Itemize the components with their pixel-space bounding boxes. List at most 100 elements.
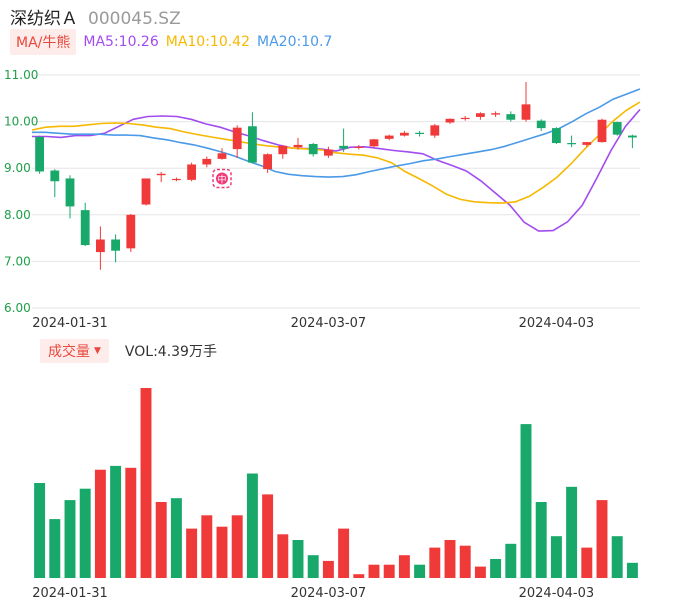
candle-body — [612, 122, 622, 135]
candle-body — [80, 210, 90, 246]
candle-body — [111, 239, 121, 251]
stock-name: 深纺织Ａ — [10, 9, 78, 29]
candle-body — [171, 178, 181, 181]
volume-bar — [611, 536, 623, 578]
volume-bar — [34, 483, 46, 578]
candle-body — [278, 145, 288, 155]
volume-bar — [596, 500, 608, 578]
x-tick-label: 2024-04-03 — [519, 316, 595, 331]
candle-body — [506, 114, 516, 120]
candle-body — [399, 132, 409, 136]
price-chart[interactable]: 11.00 10.00 9.00 8.00 7.00 6.00 中 2024-01-31 202… — [0, 60, 686, 340]
volume-bar — [353, 574, 365, 578]
volume-bar — [94, 469, 106, 578]
caret-down-icon: ▼ — [94, 346, 101, 356]
ma5-legend: MA5:10.26 — [83, 34, 159, 50]
volume-bar — [49, 519, 61, 578]
volume-bar — [231, 515, 243, 578]
candle-body — [339, 145, 349, 149]
candle-body — [323, 149, 333, 156]
candle-body — [430, 125, 440, 136]
ma20-legend: MA20:10.7 — [257, 34, 333, 50]
volume-bar — [505, 543, 517, 578]
candle-body — [217, 153, 227, 159]
candle-body — [95, 239, 105, 253]
candle-body — [521, 104, 531, 120]
stock-code: 000045.SZ — [88, 9, 181, 29]
candle-body — [475, 113, 485, 117]
volume-bar — [155, 502, 167, 578]
volume-value: VOL:4.39万手 — [124, 344, 217, 360]
volume-bar — [368, 564, 380, 578]
candle-body — [536, 120, 546, 129]
volume-bar — [535, 502, 547, 578]
candle-body — [445, 118, 455, 123]
ma-mode-button[interactable]: MA/牛熊 — [10, 29, 77, 55]
volume-bar — [429, 547, 441, 578]
volume-mode-button[interactable]: 成交量 ▼ — [40, 339, 109, 363]
candle-body — [65, 178, 75, 207]
volume-bar — [322, 560, 334, 578]
candle-body — [460, 117, 470, 120]
candle-body — [354, 146, 364, 148]
volume-bar — [277, 534, 289, 578]
volume-mode-label: 成交量 — [48, 344, 90, 360]
ma-legend: MA/牛熊 MA5:10.26 MA10:10.42 MA20:10.7 — [10, 29, 333, 55]
candle-body — [369, 139, 379, 147]
candle-body — [551, 128, 561, 144]
volume-bar — [170, 498, 182, 578]
volume-bar — [626, 562, 638, 578]
volume-bar — [79, 488, 91, 578]
volume-bar — [444, 540, 456, 578]
x-tick-label: 2024-01-31 — [32, 316, 108, 331]
ma10-legend: MA10:10.42 — [165, 34, 251, 50]
volume-bar — [398, 555, 410, 578]
volume-bar — [125, 467, 137, 578]
volume-bar — [110, 465, 122, 578]
candle-body — [141, 178, 151, 205]
event-marker-label: 中 — [217, 173, 226, 185]
volume-bar — [490, 559, 502, 578]
volume-bar — [581, 547, 593, 578]
y-tick-label: 9.00 — [4, 161, 31, 175]
event-marker-frame — [212, 168, 232, 189]
volume-bar — [414, 564, 426, 578]
x-tick-label: 2024-03-07 — [291, 316, 367, 331]
candle-body — [35, 136, 45, 172]
volume-bar — [474, 566, 486, 578]
candle-body — [156, 173, 166, 176]
volume-bar — [520, 424, 532, 578]
volume-bar — [186, 528, 198, 578]
candle-body — [627, 135, 637, 138]
volume-bar — [216, 526, 228, 578]
volume-bar — [566, 486, 578, 578]
candle-body — [126, 214, 136, 249]
candle-body — [582, 142, 592, 145]
volume-bar — [64, 500, 76, 578]
y-tick-label: 8.00 — [4, 208, 31, 222]
ma10-line — [31, 101, 641, 204]
stock-header: 深纺织Ａ 000045.SZ — [10, 4, 181, 29]
volume-bar — [459, 545, 471, 578]
volume-bar — [338, 528, 350, 578]
candle-body — [308, 143, 318, 155]
candle-body — [567, 143, 577, 145]
volume-bar — [201, 515, 213, 578]
candle-body — [247, 126, 257, 163]
volume-bar — [307, 555, 319, 578]
volume-chart[interactable]: 2024-01-31 2024-03-07 2024-04-03 — [0, 370, 686, 606]
candle-body — [202, 158, 212, 165]
volume-bar — [383, 564, 395, 578]
volume-x-tick-label: 2024-01-31 — [32, 586, 108, 601]
candle-body — [491, 113, 501, 115]
candle-body — [263, 154, 273, 170]
y-tick-label: 11.00 — [4, 68, 38, 82]
y-tick-label: 6.00 — [4, 301, 31, 315]
volume-bar — [140, 388, 152, 578]
candle-body — [50, 170, 60, 182]
volume-bar — [262, 494, 274, 578]
ma20-line — [32, 88, 641, 178]
candle-body — [187, 164, 197, 180]
volume-x-tick-label: 2024-03-07 — [291, 586, 367, 601]
event-marker-icon — [216, 172, 228, 185]
